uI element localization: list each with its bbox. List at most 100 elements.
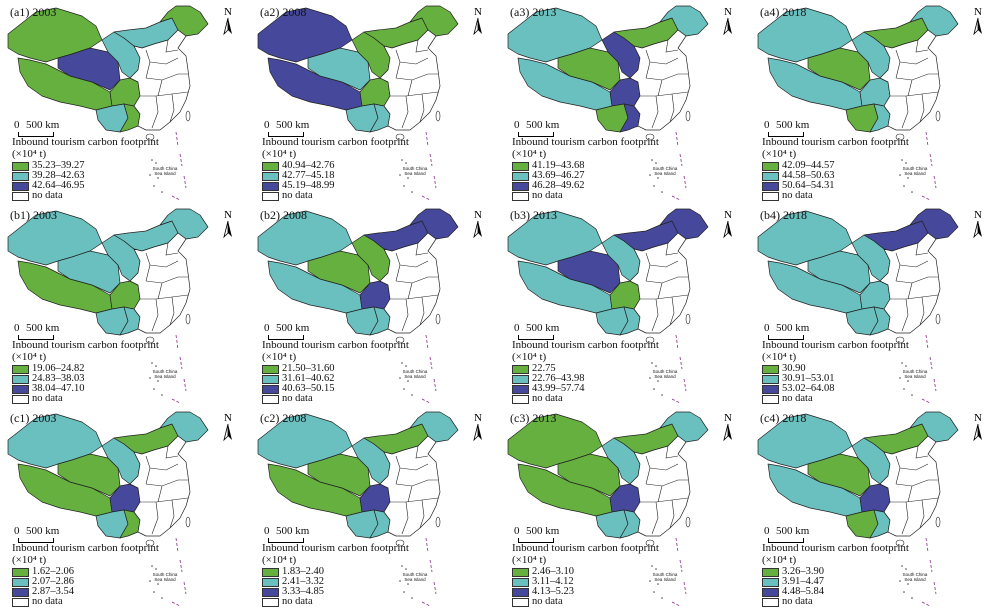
province-border (401, 298, 409, 332)
legend-item: 46.28–49.62 (512, 180, 585, 191)
island-dot (907, 177, 909, 179)
legend-item: 22.76–43.98 (512, 373, 585, 384)
legend-label: 39.28–42.63 (32, 170, 85, 181)
province-border (149, 57, 179, 65)
sea-boundary-line (921, 131, 937, 201)
panel-title: (b1) 2003 (10, 208, 57, 222)
scale-zero-label: 0 (764, 322, 770, 334)
province-border (899, 463, 929, 471)
region-hainan (395, 336, 405, 344)
legend-label: 2.41–3.32 (282, 576, 324, 587)
legend-swatch (12, 394, 29, 404)
legend: 1.83–2.40 2.41–3.32 3.33–4.85 no data (262, 566, 324, 607)
region-northeast (659, 208, 709, 240)
legend-item: 43.99–57.74 (512, 383, 585, 394)
legend-label: 30.91–53.01 (782, 373, 835, 384)
province-border (145, 479, 188, 487)
province-border (399, 463, 429, 471)
legend-item: 3.11–4.12 (512, 576, 574, 587)
scale-distance-label: 500 km (276, 525, 310, 537)
legend-label: 46.28–49.62 (532, 180, 585, 191)
island-dot (655, 365, 657, 367)
legend-swatch (262, 171, 279, 181)
panel-title: (a2) 2008 (260, 5, 307, 19)
province-border (669, 296, 675, 326)
legend-swatch (12, 364, 29, 374)
scale-distance-label: 500 km (276, 119, 310, 131)
scale-zero-label: 0 (514, 322, 520, 334)
legend-item: 2.87–3.54 (12, 586, 74, 597)
legend-swatch (512, 587, 529, 597)
panel-title: (c1) 2003 (10, 411, 57, 425)
legend-item: 31.61–40.62 (262, 373, 335, 384)
island-dot (901, 159, 903, 161)
legend-item: 2.07–2.86 (12, 576, 74, 587)
legend-label: 22.75 (532, 363, 556, 374)
province-border (151, 298, 159, 332)
legend: 40.94–42.76 42.77–45.18 45.19–48.99 no data (262, 160, 335, 201)
legend-item-no-data: no data (12, 596, 74, 607)
legend-title: Inbound tourism carbon footprint (×10⁴ t… (762, 339, 909, 363)
province-border (645, 479, 688, 487)
legend-swatch (12, 587, 29, 597)
legend-label: 40.94–42.76 (282, 160, 335, 171)
inset-label: South China Sea Island (402, 166, 428, 176)
map-panel: (b2) 2008 N 0 500 km Inbound tourism carbon … (250, 203, 500, 406)
panel-title: (b4) 2018 (760, 208, 807, 222)
map-panel: (a3) 2013 N 0 500 km Inbound tourism carbon … (500, 0, 750, 203)
island-dot (157, 583, 159, 585)
north-label: N (974, 6, 982, 18)
province-border (415, 445, 429, 459)
island-dot (657, 177, 659, 179)
legend-swatch (262, 384, 279, 394)
legend-swatch (762, 171, 779, 181)
province-border (665, 242, 679, 256)
province-border (919, 296, 925, 326)
province-border (640, 91, 689, 97)
island-dot (911, 394, 913, 396)
inset-label: South China Sea Island (902, 166, 928, 176)
north-label: N (974, 412, 982, 424)
scale-line (18, 132, 54, 137)
legend-title: Inbound tourism carbon footprint (×10⁴ t… (262, 339, 409, 363)
legend-swatch (262, 374, 279, 384)
map-panel: (c3) 2013 N 0 500 km Inbound tourism carbon … (500, 406, 750, 609)
island-dot (903, 388, 905, 390)
legend-item: 42.77–45.18 (262, 170, 335, 181)
scale-distance-label: 500 km (526, 525, 560, 537)
island-dot (161, 191, 163, 193)
legend-label: 3.11–4.12 (532, 576, 574, 587)
province-border (895, 479, 938, 487)
province-border (895, 276, 938, 284)
province-border (899, 260, 929, 268)
legend: 19.06–24.82 24.83–38.03 38.04–47.10 no data (12, 363, 85, 404)
scale-zero-label: 0 (14, 322, 20, 334)
island-dot (899, 580, 901, 582)
province-border (895, 73, 938, 81)
legend-swatch (762, 181, 779, 191)
legend-label: 31.61–40.62 (282, 373, 335, 384)
province-border (907, 282, 913, 300)
island-dot (905, 568, 907, 570)
legend-title: Inbound tourism carbon footprint (×10⁴ t… (512, 542, 659, 566)
legend-item: 40.63–50.15 (262, 383, 335, 394)
panel-title: (c2) 2008 (260, 411, 307, 425)
legend-label: no data (32, 393, 63, 404)
legend-item: 40.94–42.76 (262, 160, 335, 171)
island-dot (399, 580, 401, 582)
map-panel: (a4) 2018 N 0 500 km Inbound tourism carbon … (750, 0, 1000, 203)
sea-boundary-line (171, 334, 187, 404)
region-hainan (645, 133, 655, 141)
legend-label: 41.19–43.68 (532, 160, 585, 171)
scale-distance-label: 500 km (26, 525, 60, 537)
island-dot (903, 185, 905, 187)
province-border (890, 91, 939, 97)
province-border (899, 57, 929, 65)
legend-item: 4.13–5.23 (512, 586, 574, 597)
island-dot (649, 580, 651, 582)
island-dot (161, 394, 163, 396)
island-dot (657, 583, 659, 585)
map-panel: (b1) 2003 N 0 500 km Inbound tourism carbon … (0, 203, 250, 406)
province-border (419, 499, 425, 529)
panel-title: (a4) 2018 (760, 5, 807, 19)
